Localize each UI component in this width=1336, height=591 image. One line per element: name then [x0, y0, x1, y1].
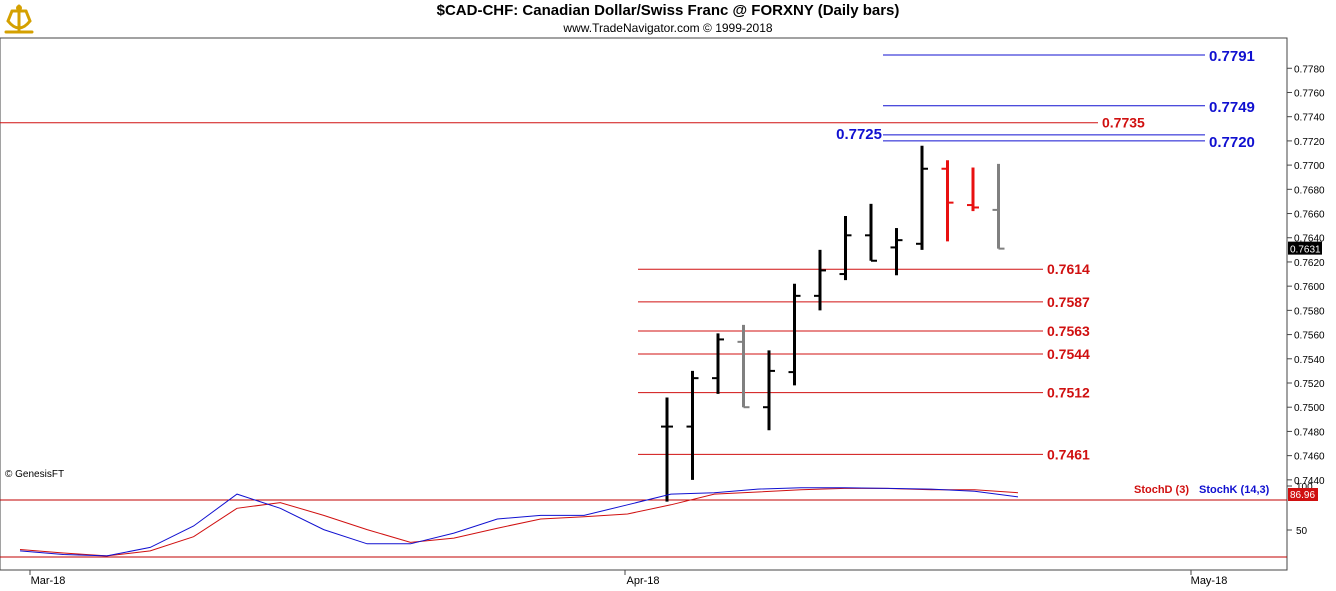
x-tick-label: May-18 — [1191, 575, 1228, 587]
trade-navigator-logo-icon — [3, 3, 35, 35]
level-label: 0.7512 — [1047, 385, 1090, 401]
level-label: 0.7544 — [1047, 346, 1090, 362]
y-tick-label: 0.7740 — [1294, 113, 1325, 124]
y-tick-label: 0.7720 — [1294, 137, 1325, 148]
stoch-tick-label: 50 — [1296, 526, 1308, 537]
y-tick-label: 0.7500 — [1294, 403, 1325, 414]
x-tick-label: Apr-18 — [626, 575, 659, 587]
y-tick-label: 0.7660 — [1294, 210, 1325, 221]
y-tick-label: 0.7760 — [1294, 88, 1325, 99]
level-label: 0.7587 — [1047, 294, 1090, 310]
stoch-k-line — [19, 487, 1019, 557]
level-label: 0.7735 — [1102, 115, 1145, 131]
level-label: 0.7791 — [1209, 48, 1255, 65]
last-price-label: 0.7631 — [1290, 245, 1321, 256]
y-tick-label: 0.7600 — [1294, 282, 1325, 293]
y-tick-label: 0.7460 — [1294, 452, 1325, 463]
stoch-d-legend: StochD (3) — [1134, 484, 1189, 496]
level-label: 0.7725 — [836, 126, 882, 143]
y-tick-label: 0.7480 — [1294, 427, 1325, 438]
copyright-label: © GenesisFT — [5, 469, 65, 480]
level-label: 0.7614 — [1047, 261, 1090, 277]
level-label: 0.7563 — [1047, 323, 1090, 339]
level-label: 0.7749 — [1209, 99, 1255, 116]
y-tick-label: 0.7700 — [1294, 161, 1325, 172]
x-tick-label: Mar-18 — [31, 575, 66, 587]
stoch-last-label: 86.96 — [1290, 490, 1315, 501]
y-tick-label: 0.7780 — [1294, 64, 1325, 75]
chart-subtitle: www.TradeNavigator.com © 1999-2018 — [563, 21, 773, 35]
y-tick-label: 0.7640 — [1294, 234, 1325, 245]
stoch-d-line — [19, 487, 1019, 557]
y-tick-label: 0.7620 — [1294, 258, 1325, 269]
stoch-last-badge — [1288, 488, 1318, 501]
y-tick-label: 0.7560 — [1294, 331, 1325, 342]
y-tick-label: 0.7580 — [1294, 306, 1325, 317]
stoch-k-legend: StochK (14,3) — [1199, 484, 1270, 496]
y-tick-label: 0.7520 — [1294, 379, 1325, 390]
plot-frame — [0, 37, 1288, 571]
y-tick-label: 0.7680 — [1294, 185, 1325, 196]
y-tick-label: 0.7540 — [1294, 355, 1325, 366]
last-price-badge — [1288, 241, 1322, 255]
y-tick-label: 0.7440 — [1294, 476, 1325, 487]
level-label: 0.7461 — [1047, 446, 1090, 462]
level-label: 0.7720 — [1209, 134, 1255, 151]
stoch-tick-label: 100 — [1296, 482, 1313, 493]
chart-title: $CAD-CHF: Canadian Dollar/Swiss Franc @ … — [436, 2, 900, 19]
